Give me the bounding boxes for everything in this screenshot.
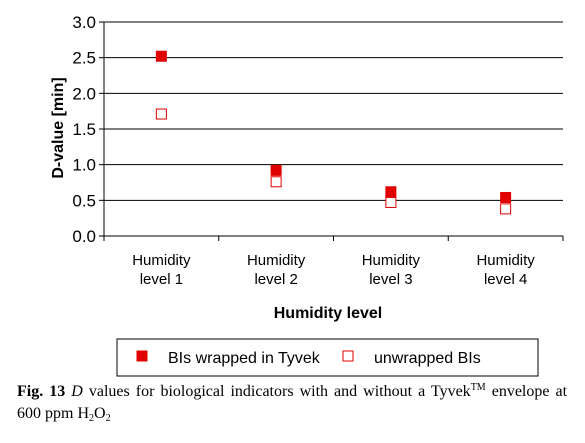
figure-caption: Fig. 13 D values for biological indicato… bbox=[17, 381, 567, 425]
y-tick-label: 2.5 bbox=[72, 49, 96, 68]
caption-text-3: O bbox=[94, 405, 106, 422]
caption-figure-number: Fig. 13 bbox=[17, 383, 66, 400]
x-axis-title: Humidity level bbox=[274, 305, 382, 322]
caption-trademark: TM bbox=[470, 382, 486, 393]
legend-marker-unwrapped bbox=[342, 350, 354, 362]
caption-text-2: envelope at 600 ppm H bbox=[17, 383, 568, 422]
point-unwrapped bbox=[385, 196, 397, 208]
caption-subscript-1: 2 bbox=[89, 413, 94, 424]
x-tick-label: Humidity level 3 bbox=[362, 252, 421, 288]
y-tick-label: 0.0 bbox=[72, 227, 96, 246]
point-wrapped bbox=[500, 191, 512, 203]
legend-marker-wrapped bbox=[136, 350, 148, 362]
data-markers bbox=[155, 50, 512, 215]
x-tick-label: Humidity level 1 bbox=[132, 252, 191, 288]
legend-box bbox=[116, 338, 539, 377]
y-tick-label: 0.5 bbox=[72, 191, 96, 210]
y-tick-label: 1.0 bbox=[72, 156, 96, 175]
caption-d-symbol: D bbox=[71, 383, 83, 400]
point-wrapped bbox=[270, 164, 282, 176]
y-tick-label: 2.0 bbox=[72, 84, 96, 103]
point-wrapped bbox=[155, 50, 167, 62]
gridlines bbox=[104, 21, 563, 201]
y-tick-labels: 0.0 0.5 1.0 1.5 2.0 2.5 3.0 bbox=[72, 13, 96, 246]
legend: BIs wrapped in Tyvek unwrapped BIs bbox=[116, 338, 539, 377]
x-tick-labels: Humidity level 1 Humidity level 2 Humidity le… bbox=[132, 252, 535, 288]
y-tick-label: 1.5 bbox=[72, 120, 96, 139]
legend-label-unwrapped: unwrapped BIs bbox=[374, 350, 481, 367]
caption-text-1: values for biological indicators with an… bbox=[88, 383, 471, 400]
x-tick-label: Humidity level 4 bbox=[476, 252, 535, 288]
legend-label-wrapped: BIs wrapped in Tyvek bbox=[168, 350, 321, 367]
caption-subscript-2: 2 bbox=[105, 413, 111, 424]
point-unwrapped bbox=[270, 176, 282, 188]
point-unwrapped bbox=[500, 203, 512, 215]
axes bbox=[99, 21, 564, 241]
point-wrapped bbox=[385, 186, 397, 198]
x-tick-label: Humidity level 2 bbox=[247, 252, 306, 288]
y-axis-title: D-value [min] bbox=[50, 77, 67, 178]
y-tick-label: 3.0 bbox=[72, 13, 96, 32]
point-unwrapped bbox=[155, 108, 167, 120]
